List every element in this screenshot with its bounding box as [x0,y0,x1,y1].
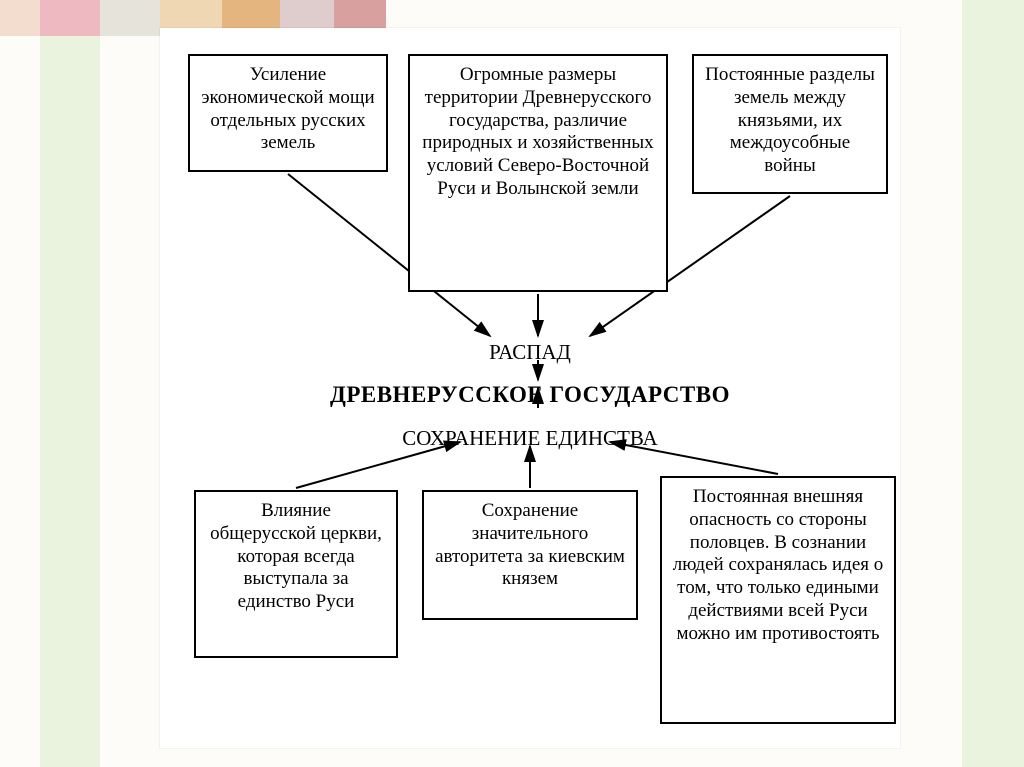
side-strip-left [40,36,100,767]
box-top-left: Усиление экономической мощи отдельных ру… [188,54,388,172]
label-raspad: РАСПАД [160,340,900,365]
diagram-canvas: РАСПАД ДРЕВНЕРУССКОЕ ГОСУДАРСТВО СОХРАНЕ… [160,28,900,748]
side-strip-right [962,0,1024,767]
decor-strip [40,0,100,36]
box-bot-mid: Сохранение значительного авторитета за к… [422,490,638,620]
label-unity: СОХРАНЕНИЕ ЕДИНСТВА [160,426,900,451]
box-bot-right: Постоянная внешняя опасность со стороны … [660,476,896,724]
box-top-mid: Огромные размеры территории Древнерусско… [408,54,668,292]
decor-strip [0,0,40,36]
box-bot-left: Влияние общерусской церкви, которая всег… [194,490,398,658]
decor-strip [100,0,160,36]
box-top-right: Постоянные разделы земель между князьями… [692,54,888,194]
label-title: ДРЕВНЕРУССКОЕ ГОСУДАРСТВО [160,382,900,408]
